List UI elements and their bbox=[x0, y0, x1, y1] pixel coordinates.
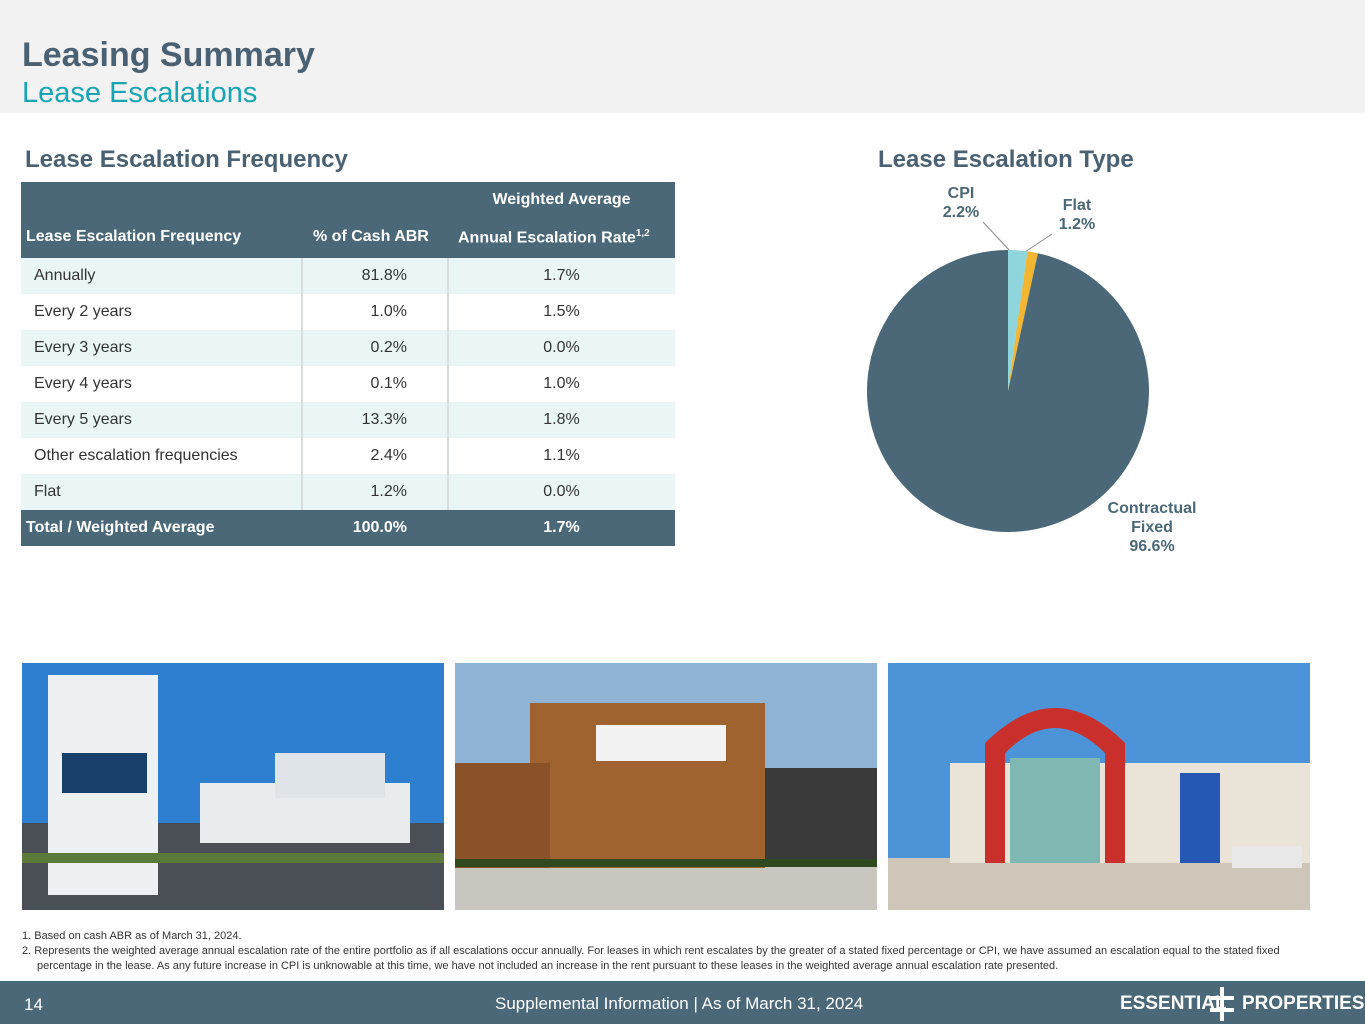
cell-value: 2.4% bbox=[370, 447, 407, 464]
divider bbox=[447, 294, 449, 330]
pie-chart bbox=[866, 221, 1149, 532]
leader-line bbox=[1024, 233, 1053, 253]
logo-text: ESSENTIAL bbox=[1120, 993, 1227, 1014]
table-row: Flat 1.2% 0.0% bbox=[21, 474, 675, 510]
pie-label-value: 1.2% bbox=[1058, 216, 1096, 233]
table-row: Every 3 years 0.2% 0.0% bbox=[21, 330, 675, 366]
footer: 14 Supplemental Information | As of Marc… bbox=[0, 981, 1365, 1024]
section-heading: Lease Escalation Frequency bbox=[25, 146, 348, 173]
title: Leasing Summary bbox=[22, 36, 315, 74]
cell-value: 1.7% bbox=[543, 519, 580, 536]
cell-value: 1.5% bbox=[543, 303, 580, 320]
header-cell: % of Cash ABR bbox=[313, 228, 429, 245]
row-label: Annually bbox=[34, 267, 96, 284]
photo-carwash bbox=[22, 663, 444, 910]
cell-value: 13.3% bbox=[361, 411, 407, 428]
cell-value: 0.2% bbox=[370, 339, 407, 356]
footnotes: 1. Based on cash ABR as of March 31, 202… bbox=[22, 929, 1337, 974]
cell-value: 1.0% bbox=[370, 303, 407, 320]
pie-label-value: 2.2% bbox=[942, 204, 980, 221]
subtitle: Lease Escalations bbox=[22, 77, 258, 109]
divider bbox=[301, 330, 303, 366]
header-cell: Annual Escalation Rate1,2 bbox=[458, 228, 650, 247]
cell-value: 100.0% bbox=[352, 519, 407, 536]
row-label: Total / Weighted Average bbox=[26, 519, 215, 536]
table-row: Every 5 years 13.3% 1.8% bbox=[21, 402, 675, 438]
divider bbox=[301, 366, 303, 402]
pie-label-value: 96.6% bbox=[1129, 538, 1175, 555]
pie-slice bbox=[1008, 251, 1038, 391]
pie-slice bbox=[1008, 250, 1028, 391]
leader-line bbox=[982, 221, 1012, 253]
row-label: Every 4 years bbox=[34, 375, 132, 392]
footnote: 2. Represents the weighted average annua… bbox=[22, 945, 1280, 972]
divider bbox=[301, 438, 303, 474]
cell-value: 0.1% bbox=[370, 375, 407, 392]
table-row: Other escalation frequencies 2.4% 1.1% bbox=[21, 438, 675, 474]
photo-bowling bbox=[455, 663, 877, 910]
header-text: Annual Escalation Rate bbox=[458, 229, 636, 247]
divider bbox=[301, 258, 303, 294]
logo-text: PROPERTIES bbox=[1242, 993, 1365, 1014]
superscript: 1,2 bbox=[635, 228, 650, 239]
photo-restaurant bbox=[888, 663, 1310, 910]
divider bbox=[447, 366, 449, 402]
header-band bbox=[0, 0, 1365, 113]
cell-value: 1.7% bbox=[543, 267, 580, 284]
chart-title: Lease Escalation Type bbox=[878, 146, 1134, 173]
table-row: Every 2 years 1.0% 1.5% bbox=[21, 294, 675, 330]
row-label: Every 2 years bbox=[34, 303, 132, 320]
photos bbox=[22, 663, 1310, 910]
cell-value: 0.0% bbox=[543, 483, 580, 500]
table-row: Annually 81.8% 1.7% bbox=[21, 258, 675, 294]
footer-text: Supplemental Information | As of March 3… bbox=[495, 994, 864, 1013]
divider bbox=[447, 258, 449, 294]
pie-label-category: Contractual Fixed bbox=[1107, 500, 1197, 536]
cell-value: 81.8% bbox=[361, 267, 407, 284]
table-header bbox=[21, 182, 675, 258]
pie-label-category: Flat bbox=[1062, 197, 1092, 214]
row-label: Every 3 years bbox=[34, 339, 132, 356]
pie-label: Flat 1.2% bbox=[1017, 196, 1137, 234]
page-number: 14 bbox=[24, 995, 43, 1014]
row-label: Every 5 years bbox=[34, 411, 132, 428]
divider bbox=[301, 402, 303, 438]
pie-label-category: CPI bbox=[947, 185, 975, 202]
pie-label: Contractual Fixed 96.6% bbox=[1097, 499, 1207, 556]
total-row: Total / Weighted Average 100.0% 1.7% bbox=[21, 510, 675, 546]
header-cell: Weighted Average bbox=[492, 191, 631, 208]
divider bbox=[301, 294, 303, 330]
divider bbox=[447, 474, 449, 510]
table-row: Every 4 years 0.1% 1.0% bbox=[21, 366, 675, 402]
cell-value: 1.1% bbox=[543, 447, 580, 464]
pie-label: CPI 2.2% bbox=[901, 184, 1021, 222]
cell-value: 1.8% bbox=[543, 411, 580, 428]
divider bbox=[301, 474, 303, 510]
row-label: Other escalation frequencies bbox=[34, 447, 238, 464]
header-cell: Lease Escalation Frequency bbox=[26, 228, 242, 245]
logo-mark bbox=[1210, 987, 1234, 1021]
cell-value: 0.0% bbox=[543, 339, 580, 356]
table: Lease Escalation Frequency % of Cash ABR W… bbox=[21, 182, 675, 546]
pie-slice bbox=[866, 250, 1149, 532]
cell-value: 1.0% bbox=[543, 375, 580, 392]
cell-value: 1.2% bbox=[370, 483, 407, 500]
divider bbox=[447, 402, 449, 438]
footnote: 1. Based on cash ABR as of March 31, 202… bbox=[22, 930, 242, 942]
row-label: Flat bbox=[34, 483, 61, 500]
divider bbox=[447, 438, 449, 474]
divider bbox=[447, 330, 449, 366]
